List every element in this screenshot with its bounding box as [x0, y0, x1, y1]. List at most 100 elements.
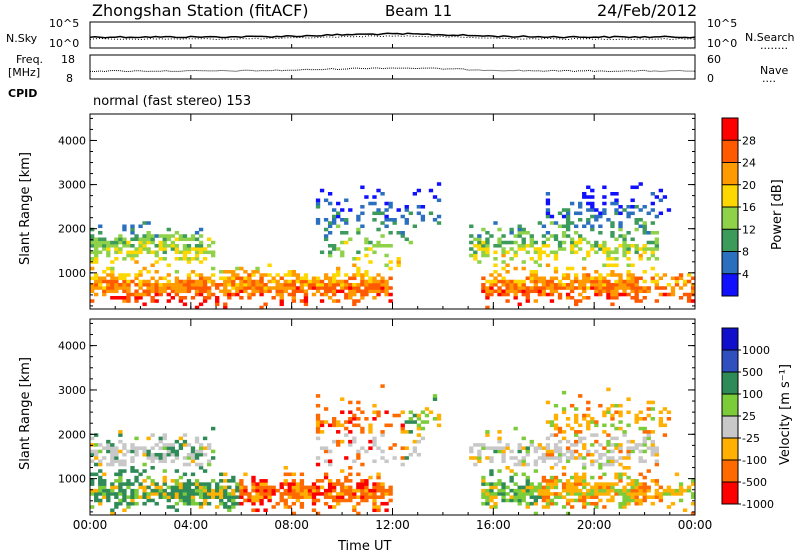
- heatmap-cell: [336, 492, 341, 496]
- heatmap-cell: [634, 501, 639, 506]
- heatmap-cell: [610, 403, 615, 408]
- heatmap-cell: [513, 498, 518, 503]
- heatmap-cell: [323, 286, 329, 290]
- heatmap-cell: [376, 211, 381, 216]
- heatmap-cell: [102, 276, 107, 281]
- heatmap-cell: [323, 488, 329, 493]
- heatmap-cell: [521, 237, 526, 242]
- heatmap-cell: [489, 505, 494, 509]
- heatmap-cell: [432, 218, 438, 222]
- heatmap-cell: [336, 420, 341, 424]
- heatmap-cell: [658, 198, 664, 203]
- heatmap-cell: [376, 508, 381, 513]
- heatmap-cell: [106, 240, 111, 245]
- heatmap-cell: [344, 433, 349, 437]
- heatmap-cell: [110, 452, 115, 457]
- colorbar-swatch: [722, 394, 738, 416]
- heatmap-cell: [646, 257, 651, 261]
- heatmap-cell: [400, 426, 405, 431]
- heatmap-cell: [578, 292, 583, 297]
- heatmap-cell: [154, 289, 159, 294]
- heatmap-cell: [356, 423, 361, 428]
- heatmap-cell: [174, 244, 180, 248]
- heatmap-cell: [384, 283, 389, 287]
- heatmap-cell: [594, 208, 599, 212]
- heatmap-cell: [134, 449, 139, 454]
- heatmap-cell: [166, 446, 171, 450]
- heatmap-cell: [662, 488, 668, 493]
- heatmap-cell: [263, 283, 268, 287]
- heatmap-cell: [162, 234, 167, 238]
- heatmap-cell: [360, 205, 365, 209]
- heatmap-cell: [118, 485, 123, 490]
- heatmap-cell: [166, 498, 171, 503]
- heatmap-cell: [198, 289, 204, 294]
- heatmap-cell: [372, 498, 377, 503]
- heatmap-cell: [545, 279, 551, 284]
- heatmap-cell: [481, 443, 486, 447]
- heatmap-cell: [356, 407, 361, 411]
- heatmap-cell: [513, 492, 518, 496]
- heatmap-cell: [586, 208, 591, 212]
- heatmap-cell: [368, 492, 373, 496]
- heatmap-cell: [598, 289, 603, 294]
- heatmap-cell: [674, 283, 680, 287]
- heatmap-cell: [114, 485, 119, 490]
- heatmap-cell: [670, 292, 676, 297]
- heatmap-cell: [574, 488, 579, 493]
- heatmap-cell: [658, 498, 664, 503]
- heatmap-cell: [130, 237, 135, 242]
- heatmap-cell: [259, 283, 264, 287]
- heatmap-cell: [533, 247, 538, 251]
- heatmap-cell: [525, 292, 530, 297]
- heatmap-cell: [634, 495, 639, 499]
- heatmap-cell: [642, 443, 647, 447]
- heatmap-cell: [634, 492, 639, 496]
- heatmap-cell: [565, 501, 571, 506]
- heatmap-cell: [598, 485, 603, 490]
- heatmap-cell: [138, 273, 143, 277]
- heatmap-cell: [404, 221, 409, 225]
- heatmap-cell: [194, 231, 200, 235]
- heatmap-cell: [469, 456, 474, 460]
- heatmap-cell: [642, 227, 647, 232]
- heatmap-cell: [138, 279, 143, 284]
- heatmap-cell: [541, 446, 547, 450]
- heatmap-cell: [388, 231, 393, 235]
- heatmap-cell: [368, 283, 373, 287]
- heatmap-cell: [291, 292, 296, 297]
- heatmap-cell: [235, 488, 240, 493]
- heatmap-cell: [606, 482, 611, 486]
- heatmap-cell: [493, 482, 498, 486]
- heatmap-cell: [489, 492, 494, 496]
- heatmap-cell: [174, 452, 180, 457]
- heatmap-cell: [545, 446, 551, 450]
- heatmap-cell: [497, 436, 502, 441]
- heatmap-cell: [239, 495, 244, 499]
- heatmap-cell: [194, 456, 200, 460]
- heatmap-cell: [166, 283, 171, 287]
- heatmap-cell: [610, 257, 615, 261]
- heatmap-cell: [122, 495, 127, 499]
- heatmap-cell: [186, 244, 192, 248]
- heatmap-cell: [670, 492, 676, 496]
- heatmap-cell: [574, 244, 579, 248]
- heatmap-cell: [102, 495, 107, 499]
- heatmap-cell: [614, 459, 619, 464]
- heatmap-cell: [481, 283, 486, 287]
- heatmap-cell: [521, 462, 526, 467]
- heatmap-cell: [368, 475, 373, 480]
- heatmap-cell: [380, 192, 385, 196]
- heatmap-cell: [541, 492, 547, 496]
- heatmap-cell: [557, 426, 563, 431]
- heatmap-cell: [614, 237, 619, 242]
- heatmap-cell: [122, 244, 127, 248]
- heatmap-cell: [364, 498, 369, 503]
- heatmap-cell: [634, 299, 639, 303]
- heatmap-cell: [553, 237, 559, 242]
- heatmap-cell: [412, 420, 417, 424]
- heatmap-cell: [166, 449, 171, 454]
- heatmap-cell: [299, 289, 305, 294]
- heatmap-cell: [384, 253, 389, 258]
- heatmap-cell: [255, 508, 260, 513]
